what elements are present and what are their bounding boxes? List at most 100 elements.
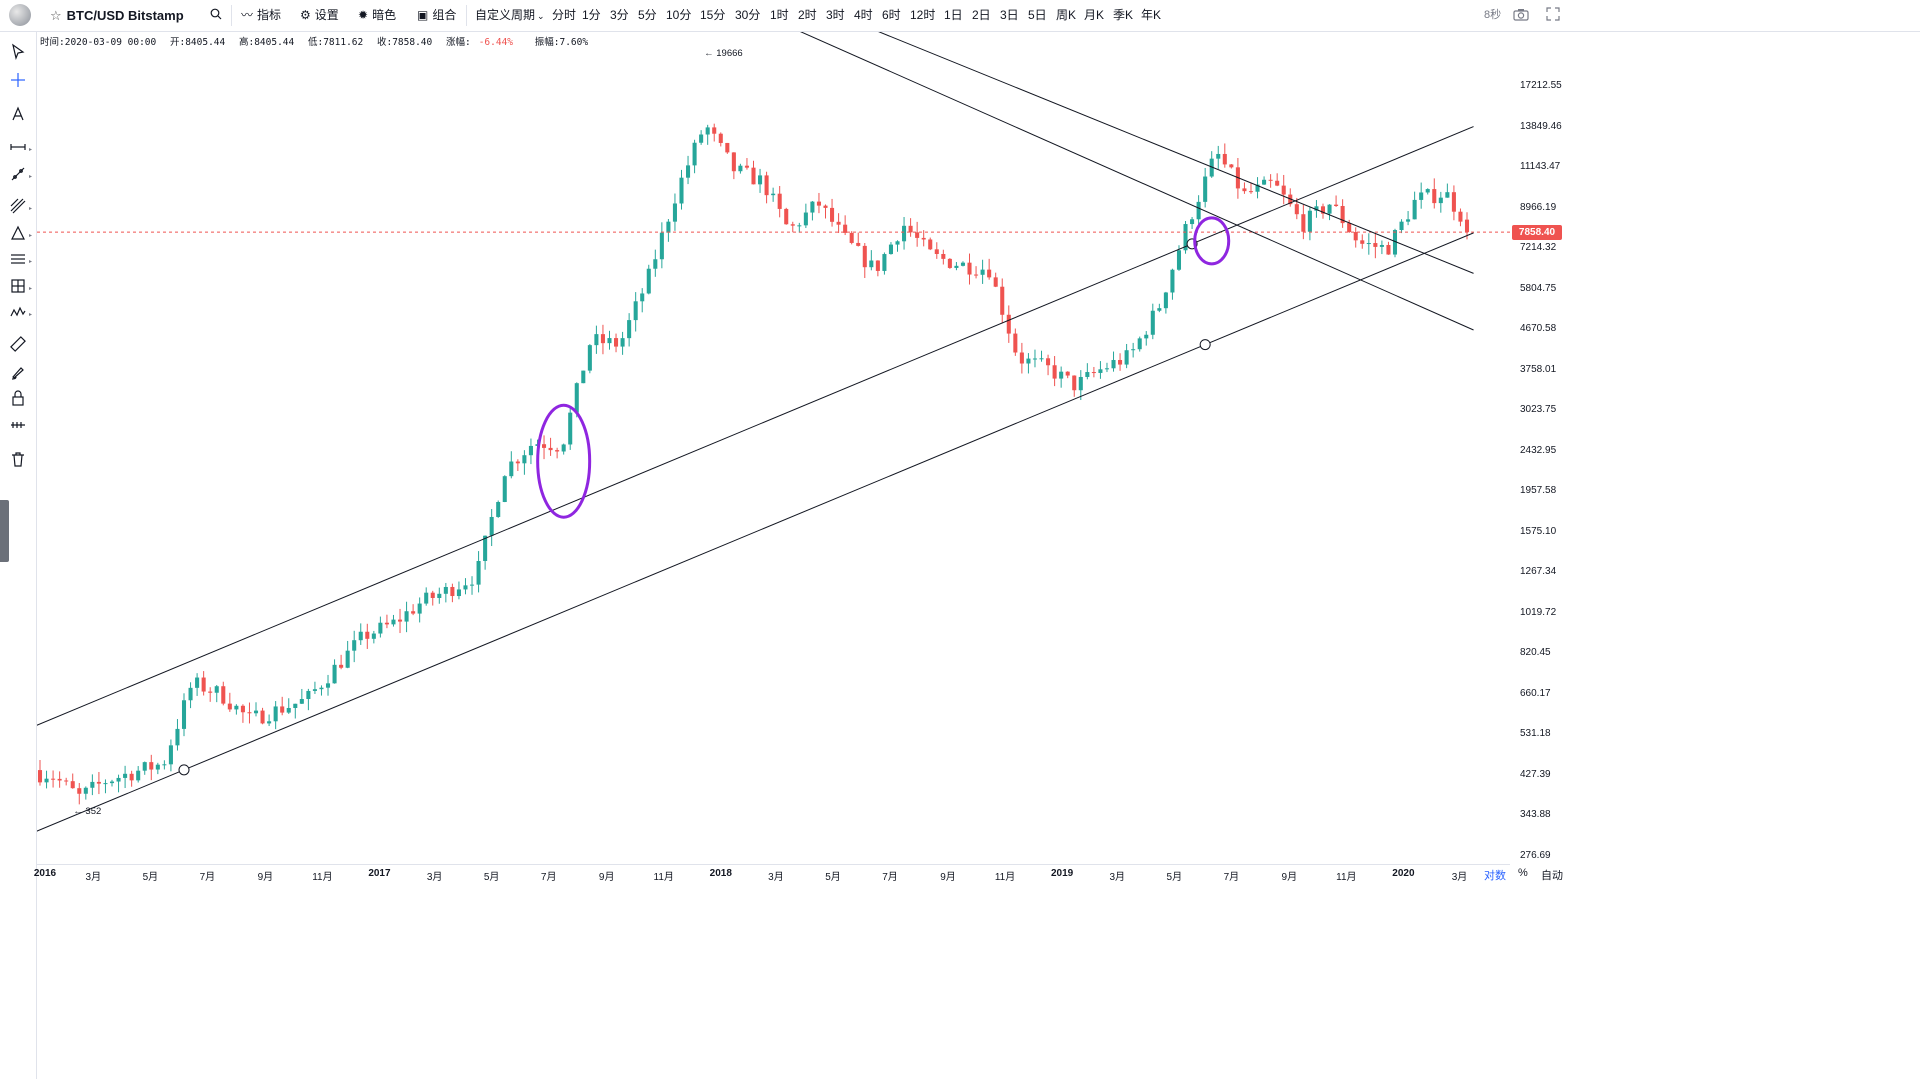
candle [1026, 353, 1031, 374]
tab-period[interactable]: 10分 [666, 8, 692, 22]
tab-period[interactable]: 1时 [770, 8, 789, 22]
candle [168, 739, 173, 772]
candle [90, 774, 95, 796]
candle [620, 331, 625, 355]
candle [856, 232, 861, 247]
indicators-button[interactable]: 〰指标 [241, 8, 282, 22]
candle [1209, 151, 1214, 178]
tab-period[interactable]: 4时 [854, 8, 873, 22]
custom-period-dropdown[interactable]: 自定义周期 ⌄ [475, 8, 545, 22]
combo-button[interactable]: ▣ 组合 [417, 8, 457, 22]
theme-button[interactable]: ✹ 暗色 [358, 8, 397, 22]
parallel-lines-icon[interactable]: ▸ [11, 254, 32, 265]
tab-period[interactable]: 季K [1113, 8, 1134, 22]
price-tick-label: 427.39 [1520, 768, 1551, 780]
price-tick-label: 820.45 [1520, 647, 1551, 659]
candle [790, 221, 795, 233]
highlight-ellipse[interactable] [536, 403, 592, 519]
candle [391, 614, 396, 627]
trend-line-icon[interactable]: ▸ [6, 162, 32, 186]
tab-period[interactable]: 周K [1056, 8, 1077, 22]
price-tick-label: 1575.10 [1520, 525, 1557, 537]
tab-period[interactable]: 3分 [610, 8, 629, 22]
candle [542, 435, 547, 460]
candle [633, 292, 638, 332]
candle [339, 654, 344, 670]
settings-button[interactable]: ⚙ 设置 [300, 8, 339, 22]
candle [810, 201, 815, 221]
text-tool-icon[interactable] [6, 102, 30, 126]
current-price-label: 7858.40 [1512, 224, 1562, 240]
tab-period[interactable]: 5分 [638, 8, 657, 22]
search-icon[interactable] [210, 0, 222, 31]
tab-period[interactable]: 30分 [735, 8, 761, 22]
upper-channel-line[interactable] [37, 126, 1474, 726]
horizontal-line-icon[interactable]: ▸ [10, 144, 32, 153]
candle [594, 325, 599, 354]
candle [1144, 331, 1149, 346]
tab-period[interactable]: 15分 [700, 8, 726, 22]
symbol-selector[interactable]: ☆ BTC/USD Bitstamp [50, 0, 184, 31]
candle [70, 773, 75, 789]
candle [1399, 219, 1404, 234]
fib-tool-icon[interactable]: ▸ [6, 194, 32, 218]
grid-tool-icon[interactable]: ▸ [6, 274, 32, 298]
candle [862, 242, 867, 279]
price-chart[interactable]: ← 19666 ← 352 [37, 32, 1510, 864]
tab-period[interactable]: 2日 [972, 8, 991, 22]
candle [869, 250, 874, 271]
tab-period[interactable]: 1日 [944, 8, 963, 22]
brush-icon[interactable] [6, 360, 30, 384]
candle [875, 260, 880, 277]
candle [1438, 191, 1443, 213]
candle [1163, 291, 1168, 314]
tab-period[interactable]: 1分 [582, 8, 601, 22]
lower-channel-line[interactable] [37, 232, 1474, 832]
upper-descending-line[interactable] [773, 32, 1474, 274]
price-tick-label: 660.17 [1520, 687, 1551, 699]
candle [712, 123, 717, 142]
crosshair-icon[interactable] [6, 68, 30, 92]
triangle-tool-icon[interactable]: ▸ [6, 221, 32, 245]
hide-drawings-icon[interactable] [6, 413, 30, 437]
auto-scale-toggle[interactable]: 自动 [1541, 870, 1563, 882]
trend-line-anchor-handle[interactable] [1199, 339, 1211, 351]
cursor-arrow-icon[interactable] [6, 40, 30, 64]
candle [1327, 204, 1332, 221]
candle [627, 313, 632, 347]
candle [378, 616, 383, 638]
tab-period[interactable]: 12时 [910, 8, 936, 22]
tab-period[interactable]: 分时 [552, 8, 577, 22]
candle [548, 437, 553, 456]
tab-period[interactable]: 3日 [1000, 8, 1019, 22]
candle [980, 259, 985, 284]
high-price-marker: ← 19666 [704, 48, 743, 59]
percent-scale-toggle[interactable]: % [1518, 867, 1528, 879]
lower-descending-line[interactable] [734, 32, 1474, 331]
trash-icon[interactable] [6, 447, 30, 471]
log-scale-toggle[interactable]: 对数 [1484, 870, 1506, 882]
candle [234, 704, 239, 715]
fullscreen-icon[interactable] [1546, 0, 1560, 31]
candle [908, 218, 913, 237]
wave-pattern-icon[interactable]: ▸ [6, 300, 32, 324]
ruler-icon[interactable] [6, 332, 30, 356]
camera-icon[interactable] [1513, 0, 1529, 31]
time-axis[interactable]: 2016 3月 5月 7月 9月 11月 2017 3月 5月 7月 9月 11月 2018 3月 5月 7月… [34, 864, 1510, 883]
price-axis[interactable]: 17212.55 13849.46 11143.47 8966.19 7214.32 58… [1510, 32, 1920, 864]
trend-line-anchor-handle[interactable] [178, 764, 190, 776]
highlight-ellipse[interactable] [1193, 216, 1231, 266]
tab-period[interactable]: 2时 [798, 8, 817, 22]
tab-period[interactable]: 月K [1084, 8, 1105, 22]
time-tick-label: 9月 [940, 872, 956, 883]
chevron-down-icon: ⌄ [537, 11, 545, 21]
candle [64, 777, 69, 786]
tab-period[interactable]: 年K [1141, 8, 1162, 22]
tab-period[interactable]: 5日 [1028, 8, 1047, 22]
tab-period[interactable]: 6时 [882, 8, 901, 22]
tab-period[interactable]: 3时 [826, 8, 845, 22]
lock-icon[interactable] [6, 386, 30, 410]
star-icon[interactable]: ☆ [50, 8, 62, 23]
candle [1255, 177, 1260, 199]
sidebar-grip-handle[interactable] [0, 500, 9, 562]
